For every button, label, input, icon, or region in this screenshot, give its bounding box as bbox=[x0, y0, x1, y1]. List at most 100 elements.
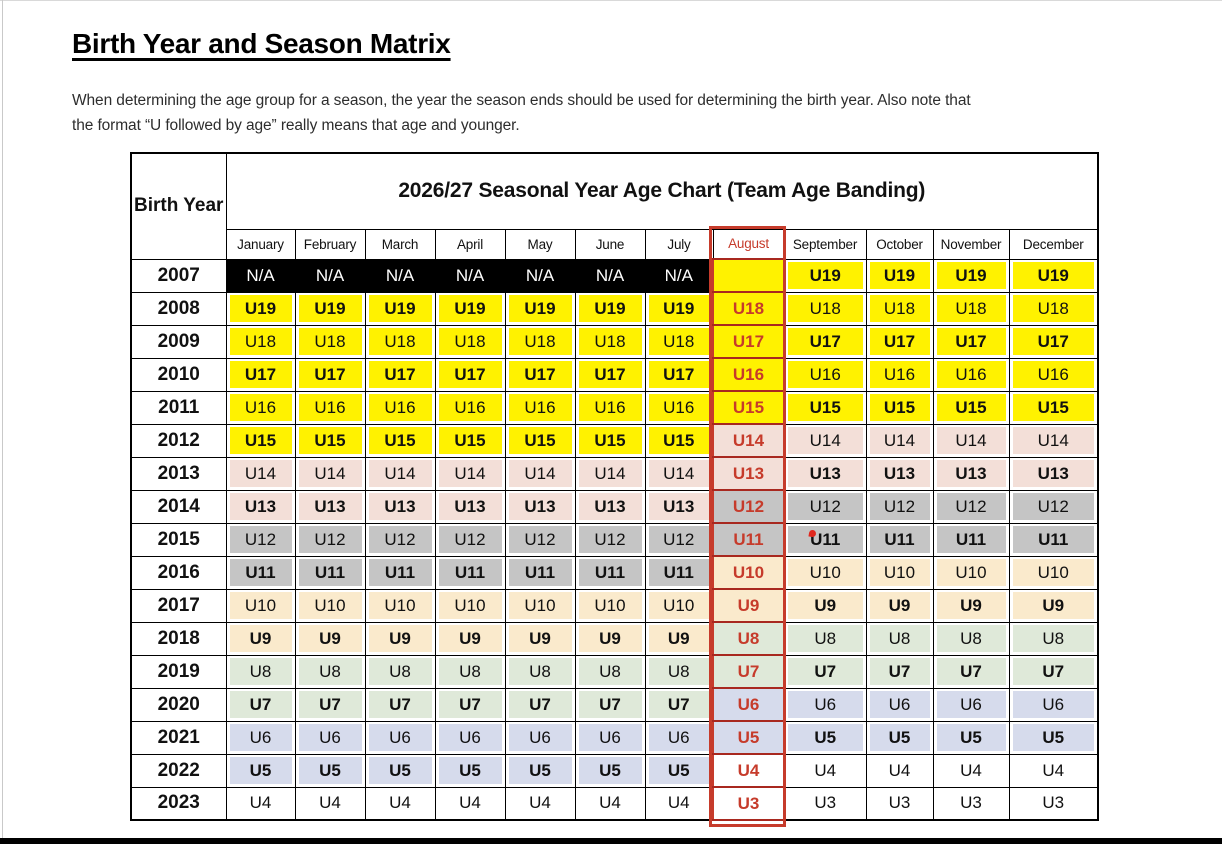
age-cell: U7 bbox=[364, 687, 436, 722]
age-value: U17 bbox=[883, 331, 916, 351]
age-value: U10 bbox=[594, 595, 626, 615]
birth-year-cell: 2014 bbox=[130, 489, 227, 524]
table-title: 2026/27 Seasonal Year Age Chart (Team Ag… bbox=[225, 152, 1099, 230]
age-value: U9 bbox=[249, 628, 272, 648]
na-cell: N/A bbox=[574, 258, 646, 293]
age-value: U5 bbox=[319, 760, 341, 780]
na-cell: N/A bbox=[434, 258, 506, 293]
age-value: U5 bbox=[667, 760, 690, 780]
age-value: U12 bbox=[524, 529, 556, 549]
age-value: U12 bbox=[663, 529, 695, 549]
age-cell: U19 bbox=[294, 291, 366, 326]
august-age-cell: U4 bbox=[712, 753, 785, 788]
august-age-cell: U17 bbox=[712, 324, 785, 359]
age-value: U5 bbox=[888, 727, 911, 747]
age-value: U12 bbox=[454, 529, 486, 549]
age-value: U19 bbox=[883, 265, 916, 285]
age-cell: U17 bbox=[364, 357, 436, 392]
age-cell: U19 bbox=[783, 258, 867, 293]
page-edge-bottom bbox=[0, 838, 1222, 844]
age-cell: U11 bbox=[865, 522, 934, 557]
age-value: U6 bbox=[888, 694, 911, 714]
age-value: U9 bbox=[960, 595, 982, 615]
age-value: U6 bbox=[529, 727, 551, 747]
age-value: U4 bbox=[319, 793, 341, 813]
age-cell: U18 bbox=[932, 291, 1010, 326]
na-cell: N/A bbox=[294, 258, 366, 293]
birth-year-cell: 2016 bbox=[130, 555, 227, 590]
age-value: U10 bbox=[524, 595, 556, 615]
age-cell: U14 bbox=[644, 456, 714, 491]
age-cell: U11 bbox=[434, 555, 506, 590]
age-value: U11 bbox=[524, 562, 556, 582]
age-cell: U15 bbox=[434, 423, 506, 458]
age-value: U9 bbox=[389, 628, 411, 648]
month-header-row: January February March April May June Ju… bbox=[131, 228, 1099, 260]
age-cell: U12 bbox=[504, 522, 576, 557]
august-age-cell: U18 bbox=[712, 291, 785, 326]
age-value: U19 bbox=[809, 265, 841, 285]
birth-year-cell: 2019 bbox=[130, 654, 227, 689]
page-title: Birth Year and Season Matrix bbox=[72, 28, 451, 59]
age-cell: U5 bbox=[434, 753, 506, 788]
age-cell: U7 bbox=[644, 687, 714, 722]
age-cell: U14 bbox=[434, 456, 506, 491]
age-value: U7 bbox=[667, 694, 690, 714]
month-header-april: April bbox=[434, 228, 506, 260]
age-value: U7 bbox=[389, 694, 411, 714]
age-cell: U18 bbox=[865, 291, 934, 326]
age-value: U17 bbox=[663, 364, 695, 384]
age-value: U8 bbox=[249, 661, 272, 681]
age-value: U14 bbox=[454, 463, 486, 483]
age-value: U9 bbox=[459, 628, 481, 648]
age-value: U13 bbox=[594, 496, 626, 516]
age-cell: U13 bbox=[574, 489, 646, 524]
age-value: U12 bbox=[1037, 496, 1069, 516]
august-age-cell bbox=[712, 258, 785, 293]
age-cell: U14 bbox=[932, 423, 1010, 458]
age-value: U11 bbox=[245, 562, 276, 582]
age-value: U14 bbox=[1037, 430, 1069, 450]
table-row: 2017 U10 U10 U10 U10 U10 U10 U10 U9 U9 U9 U9 U9 bbox=[130, 588, 1099, 623]
age-cell: U16 bbox=[1008, 357, 1099, 392]
age-cell: U4 bbox=[1008, 753, 1099, 788]
age-cell: U8 bbox=[932, 621, 1010, 656]
age-cell: U13 bbox=[294, 489, 366, 524]
age-cell: U14 bbox=[294, 456, 366, 491]
table-row: 2010 U17 U17 U17 U17 U17 U17 U17 U16 U16 U16 U16 U16 bbox=[130, 357, 1099, 392]
age-cell: U5 bbox=[364, 753, 436, 788]
age-cell: U15 bbox=[932, 390, 1010, 425]
page-edge-top bbox=[0, 0, 1222, 1]
age-cell: U18 bbox=[434, 324, 506, 359]
age-cell: U17 bbox=[434, 357, 506, 392]
age-cell: U8 bbox=[504, 654, 576, 689]
month-header-october: October bbox=[865, 228, 934, 260]
age-cell: U9 bbox=[504, 621, 576, 656]
august-age-cell: U15 bbox=[712, 390, 785, 425]
age-value: U8 bbox=[529, 661, 551, 681]
age-cell: U10 bbox=[574, 588, 646, 623]
age-cell: U9 bbox=[434, 621, 506, 656]
age-value: U15 bbox=[244, 430, 277, 450]
age-cell: U18 bbox=[294, 324, 366, 359]
age-value: U3 bbox=[814, 793, 837, 813]
table-row: 2008 U19 U19 U19 U19 U19 U19 U19 U18 U18 U18 U18 U18 bbox=[130, 291, 1099, 326]
age-value: U11 bbox=[663, 562, 694, 582]
age-value: U8 bbox=[389, 661, 411, 681]
age-cell: U14 bbox=[225, 456, 296, 491]
age-cell: U16 bbox=[574, 390, 646, 425]
age-cell: U16 bbox=[783, 357, 867, 392]
age-value: U19 bbox=[244, 298, 277, 318]
age-cell: U17 bbox=[225, 357, 296, 392]
age-cell: U7 bbox=[294, 687, 366, 722]
age-cell: U18 bbox=[783, 291, 867, 326]
age-value: U14 bbox=[955, 430, 987, 450]
age-value: U4 bbox=[960, 760, 982, 780]
age-cell: U17 bbox=[1008, 324, 1099, 359]
august-age-cell: U13 bbox=[712, 456, 785, 491]
age-value: U10 bbox=[244, 595, 277, 615]
table-row: 2018 U9 U9 U9 U9 U9 U9 U9 U8 U8 U8 U8 U8 bbox=[130, 621, 1099, 656]
table-row: 2011 U16 U16 U16 U16 U16 U16 U16 U15 U15 U15 U15 U15 bbox=[130, 390, 1099, 425]
age-value: U4 bbox=[888, 760, 911, 780]
